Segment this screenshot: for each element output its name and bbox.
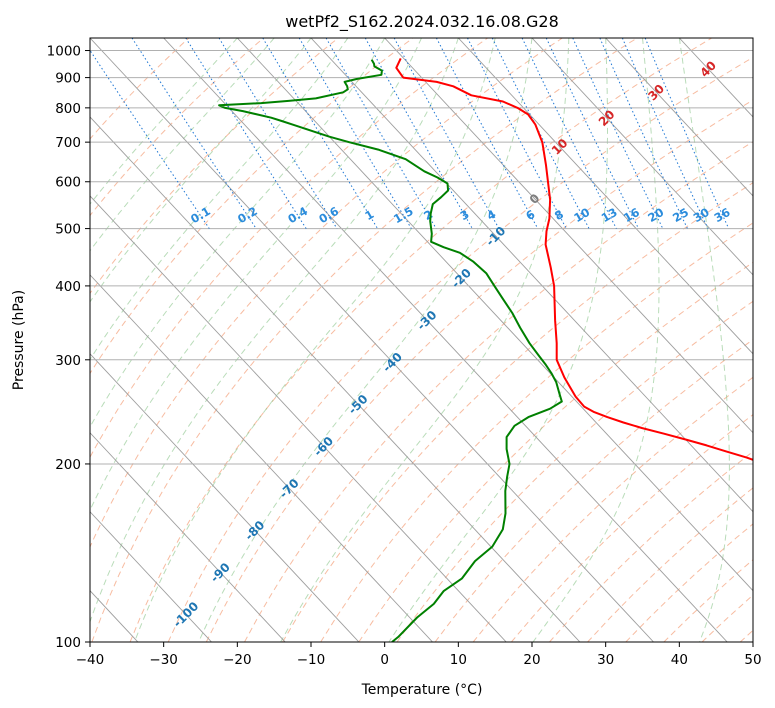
y-tick-label: 600 xyxy=(55,175,81,191)
isotherm-line xyxy=(605,38,753,197)
y-axis: 100 200 300 400 500 600 700 800 900 1000 xyxy=(47,44,90,651)
isotherm-line xyxy=(237,38,753,592)
isotherm-line xyxy=(90,274,433,642)
mixing-ratio-label: 36 xyxy=(712,205,733,225)
mixing-ratio-label: 30 xyxy=(691,205,712,225)
mixing-ratio-line xyxy=(90,49,210,229)
x-axis: −40 −30 −20 −10 0 10 20 30 40 50 xyxy=(76,642,762,668)
moist-adiabat xyxy=(198,38,533,642)
mixing-ratio-line xyxy=(131,38,257,229)
x-tick-label: 40 xyxy=(671,652,688,668)
moist-adiabat xyxy=(678,38,730,642)
x-tick-label: 30 xyxy=(597,652,614,668)
y-tick-label: 700 xyxy=(55,135,81,151)
x-tick-label: −20 xyxy=(223,652,252,668)
y-tick-label: 1000 xyxy=(47,44,81,60)
isotherm-line xyxy=(90,116,581,642)
y-tick-label: 800 xyxy=(55,101,81,117)
moist-adiabat xyxy=(388,38,608,642)
dry-adiabat xyxy=(90,38,563,549)
mixing-ratio-line xyxy=(218,38,338,229)
isotherm-line xyxy=(531,38,753,276)
profile-series-layer xyxy=(218,57,753,642)
y-axis-label: Pressure (hPa) xyxy=(11,290,27,390)
y-tick-label: 900 xyxy=(55,71,81,87)
mixing-ratio-label: 20 xyxy=(645,205,666,225)
x-tick-label: −40 xyxy=(76,652,105,668)
x-tick-label: 20 xyxy=(523,652,540,668)
isotherm-line xyxy=(90,38,654,642)
mixing-ratio-label: 10 xyxy=(571,205,592,225)
isotherm-line xyxy=(90,195,507,642)
y-tick-label: 500 xyxy=(55,222,81,238)
dry-adiabat xyxy=(205,99,753,642)
dewpoint-profile-line xyxy=(218,59,563,642)
dry-adiabat xyxy=(91,38,638,642)
mixing-ratio-line xyxy=(491,38,590,229)
dry-adiabat xyxy=(396,300,753,642)
moist-adiabat xyxy=(90,38,422,512)
mixing-ratio-line xyxy=(521,38,617,229)
dry-adiabat xyxy=(434,339,753,642)
isotherm-line xyxy=(310,38,753,513)
chart-title: wetPf2_S162.2024.032.16.08.G28 xyxy=(285,12,559,32)
y-tick-label: 300 xyxy=(55,353,81,369)
moist-adiabat xyxy=(134,38,496,642)
mixing-ratio-line xyxy=(393,38,500,229)
moist-adiabat xyxy=(90,38,459,624)
mixing-ratio-label: 16 xyxy=(621,205,642,225)
isotherm-line xyxy=(458,38,753,355)
x-tick-label: 50 xyxy=(744,652,761,668)
moist-adiabat xyxy=(280,38,570,642)
mixing-ratio-line xyxy=(185,38,307,229)
dry-adiabat xyxy=(244,141,753,642)
mixing-ratio-line xyxy=(644,38,730,229)
isotherm-line xyxy=(90,511,212,642)
dry-adiabat xyxy=(472,376,753,642)
isotherm-line xyxy=(384,38,753,434)
isotherm-line xyxy=(163,38,728,642)
isotherm-line xyxy=(90,353,360,642)
mixing-ratio-line xyxy=(599,38,688,229)
moist-adiabat xyxy=(532,38,660,642)
moist-adiabat xyxy=(90,38,275,252)
x-tick-label: −10 xyxy=(297,652,326,668)
dry-adiabat xyxy=(90,38,264,217)
temperature-profile-line xyxy=(395,57,753,461)
moist-adiabat xyxy=(90,38,386,428)
plot-frame xyxy=(89,37,754,643)
y-tick-label: 400 xyxy=(55,279,81,295)
y-tick-label: 100 xyxy=(55,635,81,651)
isotherm-line xyxy=(90,432,286,642)
dry-adiabat xyxy=(129,38,712,642)
x-axis-label: Temperature (°C) xyxy=(361,682,483,698)
x-tick-label: −30 xyxy=(149,652,178,668)
mixing-ratio-line xyxy=(435,38,539,229)
x-tick-label: 10 xyxy=(450,652,467,668)
mixing-ratio-label: 13 xyxy=(599,205,620,225)
dry-adiabat xyxy=(90,38,488,459)
dry-adiabat xyxy=(282,182,753,642)
moist-adiabat xyxy=(90,38,349,361)
mixing-ratio-label: 25 xyxy=(670,205,691,225)
x-tick-label: 0 xyxy=(380,652,389,668)
y-tick-label: 200 xyxy=(55,457,81,473)
moist-adiabat xyxy=(90,38,238,205)
dry-adiabat xyxy=(90,38,190,140)
mixing-ratio-line xyxy=(621,38,709,229)
